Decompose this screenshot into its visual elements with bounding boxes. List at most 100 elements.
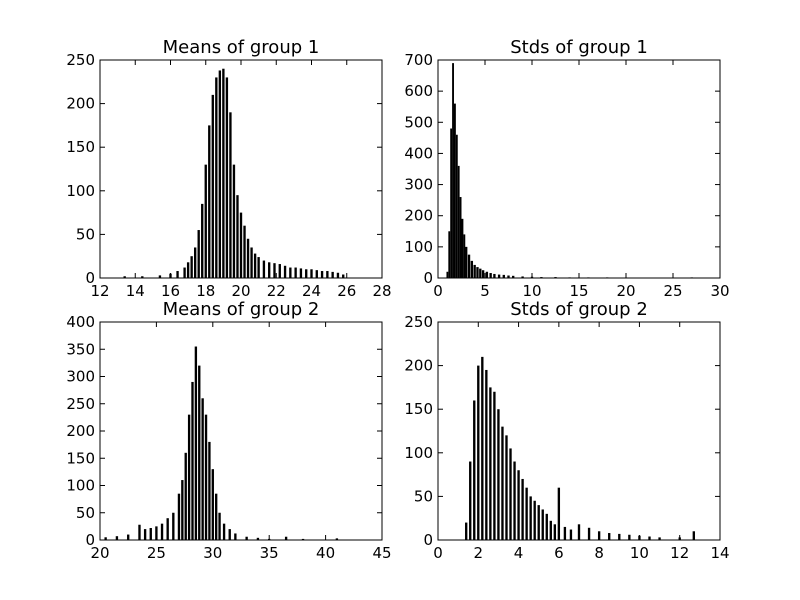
subplot-stds-group-2: Stds of group 2 0 2 4 6 8 10 12 14 0 50 100 150 200 2… [404,299,729,562]
histogram-bar [301,538,305,540]
histogram-bar [166,518,169,540]
histogram-bar [204,414,208,540]
histogram-bar [497,409,500,540]
title-stds-group-1: Stds of group 1 [510,37,648,58]
x-tick-label: 14 [710,544,729,562]
histogram-bar [569,529,573,540]
y-tick-label: 300 [404,176,433,194]
histogram-bar [448,231,451,278]
histogram-bar [177,493,181,540]
histogram-bar [234,533,237,540]
y-tick-label: 0 [85,531,95,549]
y-tick-label: 200 [404,357,433,375]
x-tick-label: 30 [203,544,222,562]
histogram-bar [463,234,466,278]
y-tick-label: 100 [66,182,95,200]
histogram-bar [481,270,485,278]
histogram-bar [485,271,489,278]
histogram-bar [273,263,276,278]
histogram-bar [215,77,218,278]
x-tick-label: 16 [161,282,180,300]
histogram-bar [225,77,229,278]
histogram-bar [104,537,107,540]
histogram-bar [557,487,561,540]
histogram-bar [507,275,510,278]
histogram-bar [183,267,186,278]
histogram-bar [211,469,214,540]
histogram-bar [336,272,340,278]
histogram-bar [505,435,508,540]
histogram-bar [284,536,288,540]
y-tick-label: 350 [66,340,95,358]
histogram-bar [305,269,308,278]
histogram-bar [628,534,631,540]
x-tick-label: 20 [231,282,250,300]
histogram-bar [141,276,144,278]
y-tick-label: 400 [404,144,433,162]
histogram-bar [211,94,214,278]
histogram-bar [512,275,515,278]
histogram-bar [149,528,152,540]
x-tick-label: 4 [514,544,524,562]
histogram-bar [469,461,472,540]
histogram-bar [250,247,253,278]
histogram-bar [289,267,292,278]
histogram-bar [208,441,211,540]
x-tick-label: 28 [372,282,391,300]
histogram-bar [123,276,126,278]
y-tick-label: 250 [66,51,95,69]
histogram-bar [587,527,591,540]
histogram-bar [521,478,524,540]
histogram-bar [553,524,557,540]
y-tick-label: 50 [76,504,95,522]
histogram-bar [201,398,204,540]
histogram-bar [243,225,246,278]
histogram-bar [176,271,179,278]
histogram-bar [222,523,226,540]
histogram-bar [513,461,516,540]
x-tick-label: 15 [569,282,588,300]
histogram-bar [262,260,266,278]
histogram-bar [246,238,250,278]
histogram-bar [268,262,271,278]
x-tick-label: 22 [267,282,286,300]
y-tick-label: 0 [423,531,433,549]
y-tick-label: 100 [404,238,433,256]
histogram-bar [187,414,191,540]
y-tick-label: 600 [404,82,433,100]
histogram-bar [489,273,492,278]
x-tick-label: 12 [90,282,109,300]
histogram-bar [215,493,218,540]
title-stds-group-2: Stds of group 2 [510,299,648,320]
x-tick-label: 8 [594,544,604,562]
histogram-bar [143,529,147,540]
histogram-bar [315,270,318,278]
y-tick-label: 100 [66,477,95,495]
axes-frame [437,59,721,279]
histogram-bar [493,391,496,540]
histogram-bar [160,523,164,540]
histogram-bar [158,275,162,278]
y-tick-label: 150 [66,449,95,467]
histogram-bar [465,522,468,540]
y-tick-label: 250 [404,313,433,331]
histogram-bar [502,274,505,278]
x-tick-label: 6 [554,544,564,562]
y-tick-label: 200 [66,95,95,113]
histogram-bar [648,536,651,540]
histogram-bar [563,526,567,540]
histogram-bar [184,452,187,540]
y-tick-label: 0 [85,269,95,287]
title-means-group-2: Means of group 2 [163,299,320,320]
x-tick-label: 26 [337,282,356,300]
histogram-bar [537,505,540,540]
histogram-bar [452,63,454,278]
x-tick-label: 24 [302,282,321,300]
y-tick-label: 700 [404,51,433,69]
histogram-bar [257,257,260,278]
x-tick-label: 14 [126,282,145,300]
x-tick-label: 18 [196,282,215,300]
histogram-bar [208,125,211,279]
histogram-bar [253,253,257,278]
